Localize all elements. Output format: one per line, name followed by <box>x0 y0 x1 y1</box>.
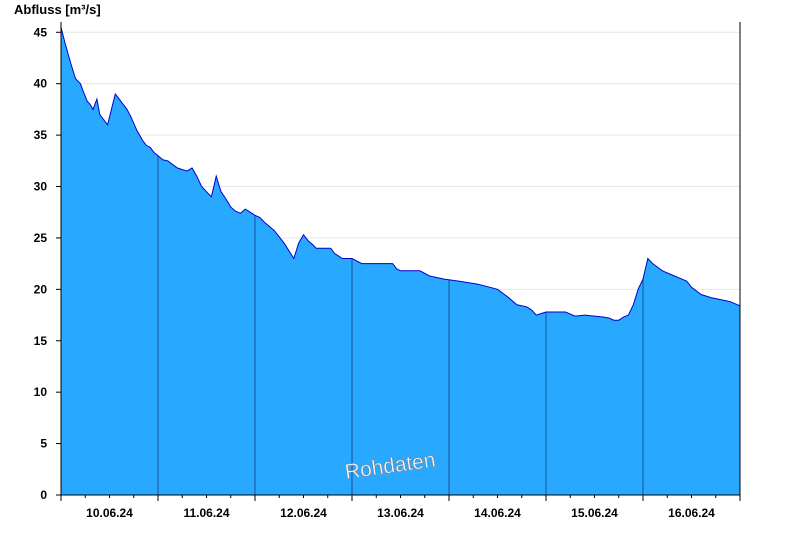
x-axis-ticks: 10.06.24 11.06.24 12.06.24 13.06.24 14.06.24… <box>60 495 741 520</box>
y-tick-label: 40 <box>34 77 48 91</box>
y-tick-label: 0 <box>40 488 47 502</box>
x-tick-label: 10.06.24 <box>86 506 133 520</box>
x-tick-label: 13.06.24 <box>377 506 424 520</box>
discharge-line <box>60 26 741 321</box>
x-tick-label: 15.06.24 <box>571 506 618 520</box>
y-tick-label: 20 <box>34 282 48 296</box>
x-tick-label: 16.06.24 <box>668 506 715 520</box>
x-tick-label: 11.06.24 <box>183 506 229 520</box>
x-tick-label: 12.06.24 <box>280 506 327 520</box>
y-tick-label: 5 <box>40 437 47 451</box>
x-tick-label: 14.06.24 <box>474 506 521 520</box>
y-tick-label: 25 <box>34 231 48 245</box>
y-tick-label: 35 <box>34 128 48 142</box>
y-tick-label: 15 <box>34 334 48 348</box>
y-axis-ticks: 0 5 10 15 20 25 30 35 40 45 <box>34 25 61 502</box>
y-tick-label: 30 <box>34 180 48 194</box>
discharge-area <box>61 27 740 495</box>
y-tick-label: 10 <box>34 385 48 399</box>
y-tick-label: 45 <box>34 25 48 39</box>
day-dividers <box>157 155 644 495</box>
y-axis-label: Abfluss [m³/s] <box>14 2 101 17</box>
